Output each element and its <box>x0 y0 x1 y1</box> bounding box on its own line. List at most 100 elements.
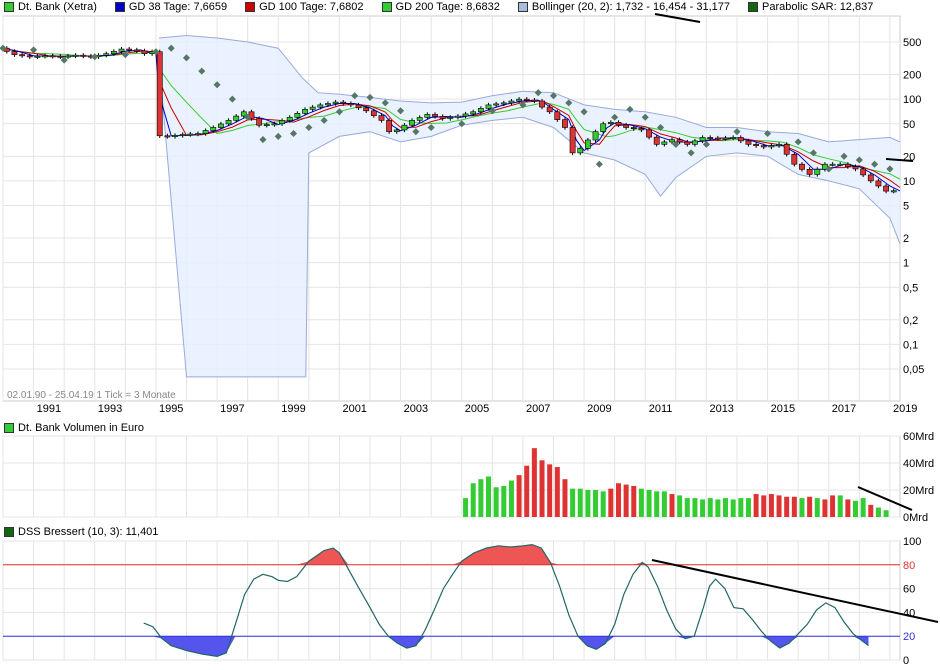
candle-body <box>638 128 645 131</box>
price-x-tick-label: 2019 <box>893 403 917 415</box>
dss-overbought-area <box>143 544 869 565</box>
price-y-tick-label: 50 <box>903 119 915 131</box>
candle-body <box>263 124 270 126</box>
bollinger-lower-line <box>158 60 901 378</box>
legend-item-gd100: GD 100 Tage: 7,6802 <box>241 1 364 13</box>
candle-body <box>65 55 71 58</box>
volume-bar <box>845 499 851 517</box>
candle-body <box>126 48 133 51</box>
candle-body <box>477 108 484 113</box>
volume-bar <box>753 494 759 517</box>
price-y-tick-label: 0,2 <box>903 315 918 327</box>
volume-legend: Dt. Bank Volumen in Euro <box>0 421 158 435</box>
volume-bar <box>585 490 591 517</box>
sar-dot <box>672 140 680 148</box>
candle-body <box>26 55 33 58</box>
candle-body <box>875 180 882 187</box>
candle-body <box>240 111 247 117</box>
candle-body <box>325 103 331 106</box>
sar-dot <box>305 123 313 132</box>
candle-body <box>653 136 660 145</box>
candle-body <box>218 123 224 128</box>
sar-dot <box>244 113 252 121</box>
legend-label-gd38: GD 38 Tage: 7,6659 <box>128 1 228 13</box>
candle-body <box>370 110 377 116</box>
candle-body <box>707 137 714 139</box>
candle-body <box>432 114 438 117</box>
candle-body <box>195 133 201 135</box>
volume-bar <box>554 467 560 517</box>
candle-body <box>539 100 545 108</box>
dss-legend: DSS Bressert (10, 3): 11,401 <box>0 525 172 539</box>
sar-dot <box>274 132 282 140</box>
dss-oversold-area <box>143 636 869 657</box>
candle-body <box>814 169 821 175</box>
candle-body <box>516 98 522 102</box>
price-trendline-right <box>885 158 914 162</box>
volume-bar <box>463 498 469 517</box>
volume-bar <box>814 498 820 517</box>
volume-bar <box>723 498 729 517</box>
volume-bar <box>883 510 889 517</box>
candle-body <box>730 137 737 139</box>
volume-bar <box>478 479 484 517</box>
candle-body <box>753 144 760 146</box>
candle-body <box>256 118 263 126</box>
candle-body <box>837 163 844 166</box>
legend-item-gd200: GD 200 Tage: 8,6832 <box>378 1 500 13</box>
legend-item-bollinger: Bollinger (20, 2): 1,732 - 16,454 - 31,1… <box>514 1 730 13</box>
candle-body <box>279 120 285 125</box>
volume-y-tick-label: 0Mrd <box>903 512 928 524</box>
volume-bar <box>577 488 583 517</box>
volume-bar <box>501 485 507 517</box>
volume-y-tick-label: 20Mrd <box>903 485 934 497</box>
legend-swatch-gd100 <box>245 2 256 12</box>
dss-y-tick-label: 0 <box>903 655 909 667</box>
sar-dot <box>886 165 894 173</box>
sar-dot <box>825 165 833 173</box>
volume-bar <box>860 498 866 517</box>
price-x-tick-label: 2005 <box>465 403 489 415</box>
volume-panel: 60Mrd 40Mrd 20Mrd 0Mrd <box>2 431 934 524</box>
candle-body <box>34 55 41 58</box>
dss-y-tick-label: 60 <box>903 584 915 596</box>
candle-body <box>585 139 591 149</box>
candle-body <box>133 49 140 52</box>
candle-body <box>592 131 599 141</box>
candle-body <box>172 135 178 137</box>
sar-dot <box>335 108 343 116</box>
volume-bar <box>776 495 782 517</box>
candle-body <box>844 163 851 167</box>
volume-y-tick-label: 60Mrd <box>903 431 934 443</box>
candle-body <box>860 168 867 176</box>
sar-dot <box>167 44 175 52</box>
sar-dot <box>809 149 817 157</box>
legend-label-bollinger: Bollinger (20, 2): 1,732 - 16,454 - 31,1… <box>531 1 731 13</box>
candle-body <box>630 127 637 130</box>
legend-swatch-sar <box>748 2 759 12</box>
candle-body <box>378 115 385 121</box>
dss-trendline <box>651 559 939 623</box>
legend-label-dss: DSS Bressert (10, 3): 11,401 <box>18 526 159 538</box>
candle-body <box>722 137 729 140</box>
sar-dot <box>351 92 359 100</box>
candle-body <box>867 174 874 182</box>
candle-body <box>302 109 308 114</box>
volume-bar <box>646 490 652 517</box>
candle-body <box>156 51 163 137</box>
price-x-tick-label: 2003 <box>404 403 428 415</box>
candle-body <box>829 163 836 166</box>
volume-bar <box>570 488 576 517</box>
candle-body <box>760 145 767 148</box>
date-range-info: 02.01.90 - 25.04.19 1 Tick = 3 Monate <box>7 390 176 401</box>
sar-dot <box>641 113 649 121</box>
volume-bar <box>875 507 881 517</box>
volume-bar <box>738 498 744 517</box>
volume-bar <box>600 491 606 517</box>
legend-item-dss: DSS Bressert (10, 3): 11,401 <box>0 526 158 538</box>
candle-body <box>340 101 347 104</box>
candle-body <box>49 55 56 58</box>
legend-item-stock: Dt. Bank (Xetra) <box>0 1 97 13</box>
